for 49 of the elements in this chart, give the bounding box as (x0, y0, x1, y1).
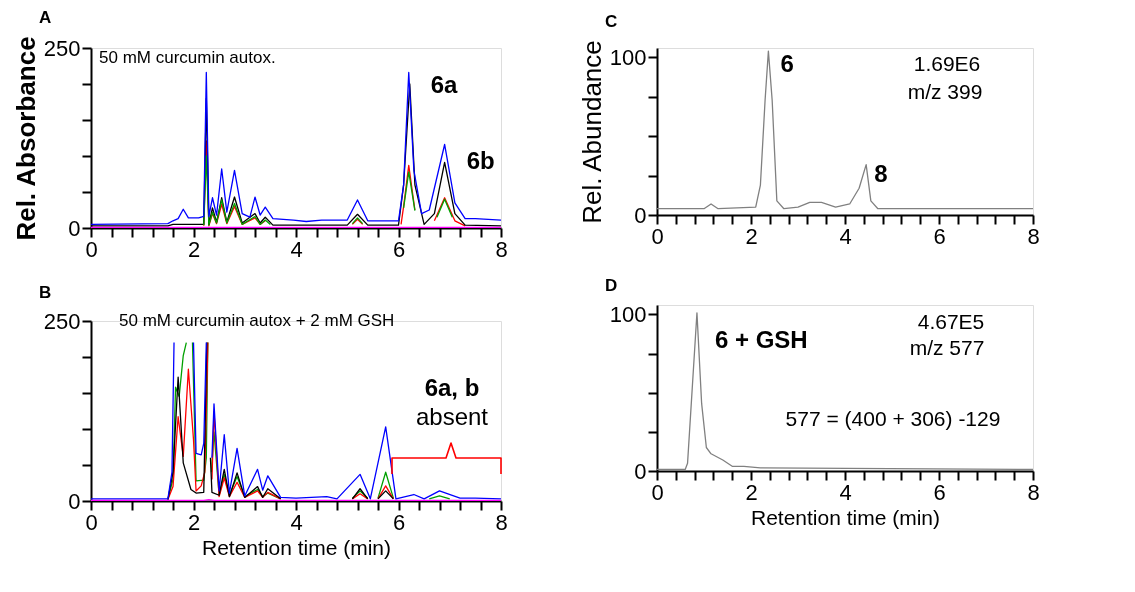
chart-title: B (39, 283, 52, 302)
x-tick-label: 8 (1027, 223, 1040, 249)
chart-title: A (39, 8, 52, 28)
y-tick-label: 100 (609, 301, 647, 327)
x-tick-label: 2 (745, 479, 758, 505)
x-tick-label: 4 (290, 509, 303, 535)
x-axis-title: Retention time (min) (201, 535, 392, 559)
x-tick-label: 0 (651, 479, 664, 505)
y-tick-label: 100 (609, 44, 647, 70)
annotation: absent (415, 403, 489, 430)
x-tick-label: 0 (85, 509, 98, 535)
annotation: 8 (874, 159, 888, 187)
chart-subtitle: 50 mM curcumin autox + 2 mM GSH (119, 311, 395, 330)
x-tick-label: 6 (392, 236, 406, 262)
annotation: 6b (466, 147, 495, 175)
x-tick-label: 8 (495, 509, 508, 535)
x-axis-title: Retention time (min) (750, 505, 941, 529)
x-tick-label: 0 (85, 236, 98, 262)
x-tick-label: 4 (839, 223, 852, 249)
annotation: 6a, b (424, 374, 480, 401)
y-axis-title: Rel. Absorbance (10, 36, 41, 241)
x-tick-label: 8 (1027, 479, 1040, 505)
x-tick-label: 0 (651, 223, 664, 249)
x-tick-label: 2 (187, 236, 201, 262)
line-series (657, 50, 1033, 210)
y-axis-title: Rel. Abundance (576, 40, 607, 224)
x-tick-label: 2 (745, 223, 758, 249)
y-tick-label: 0 (634, 202, 647, 228)
annotation: 1.69E6 (913, 52, 981, 75)
y-tick-label: 250 (43, 308, 81, 334)
annotation: 6 (780, 50, 794, 78)
x-tick-label: 6 (392, 509, 406, 535)
annotation: 4.67E5 (917, 310, 985, 333)
y-tick-label: 0 (634, 458, 647, 484)
annotation: 6 + GSH (714, 325, 808, 353)
annotation: m/z 577 (909, 336, 985, 359)
chart-title: C (605, 11, 618, 31)
chart-subtitle: 50 mM curcumin autox. (99, 48, 276, 67)
x-tick-label: 4 (839, 479, 852, 505)
x-tick-label: 2 (187, 509, 201, 535)
annotation: 577 = (400 + 306) -129 (785, 407, 1001, 430)
chart-title: D (605, 276, 618, 296)
x-tick-label: 6 (933, 223, 946, 249)
annotation: m/z 399 (907, 80, 983, 103)
x-tick-label: 6 (933, 479, 946, 505)
annotation: 6a (430, 71, 459, 99)
x-tick-label: 8 (495, 236, 508, 262)
y-tick-label: 250 (43, 35, 81, 61)
x-tick-label: 4 (290, 236, 303, 262)
